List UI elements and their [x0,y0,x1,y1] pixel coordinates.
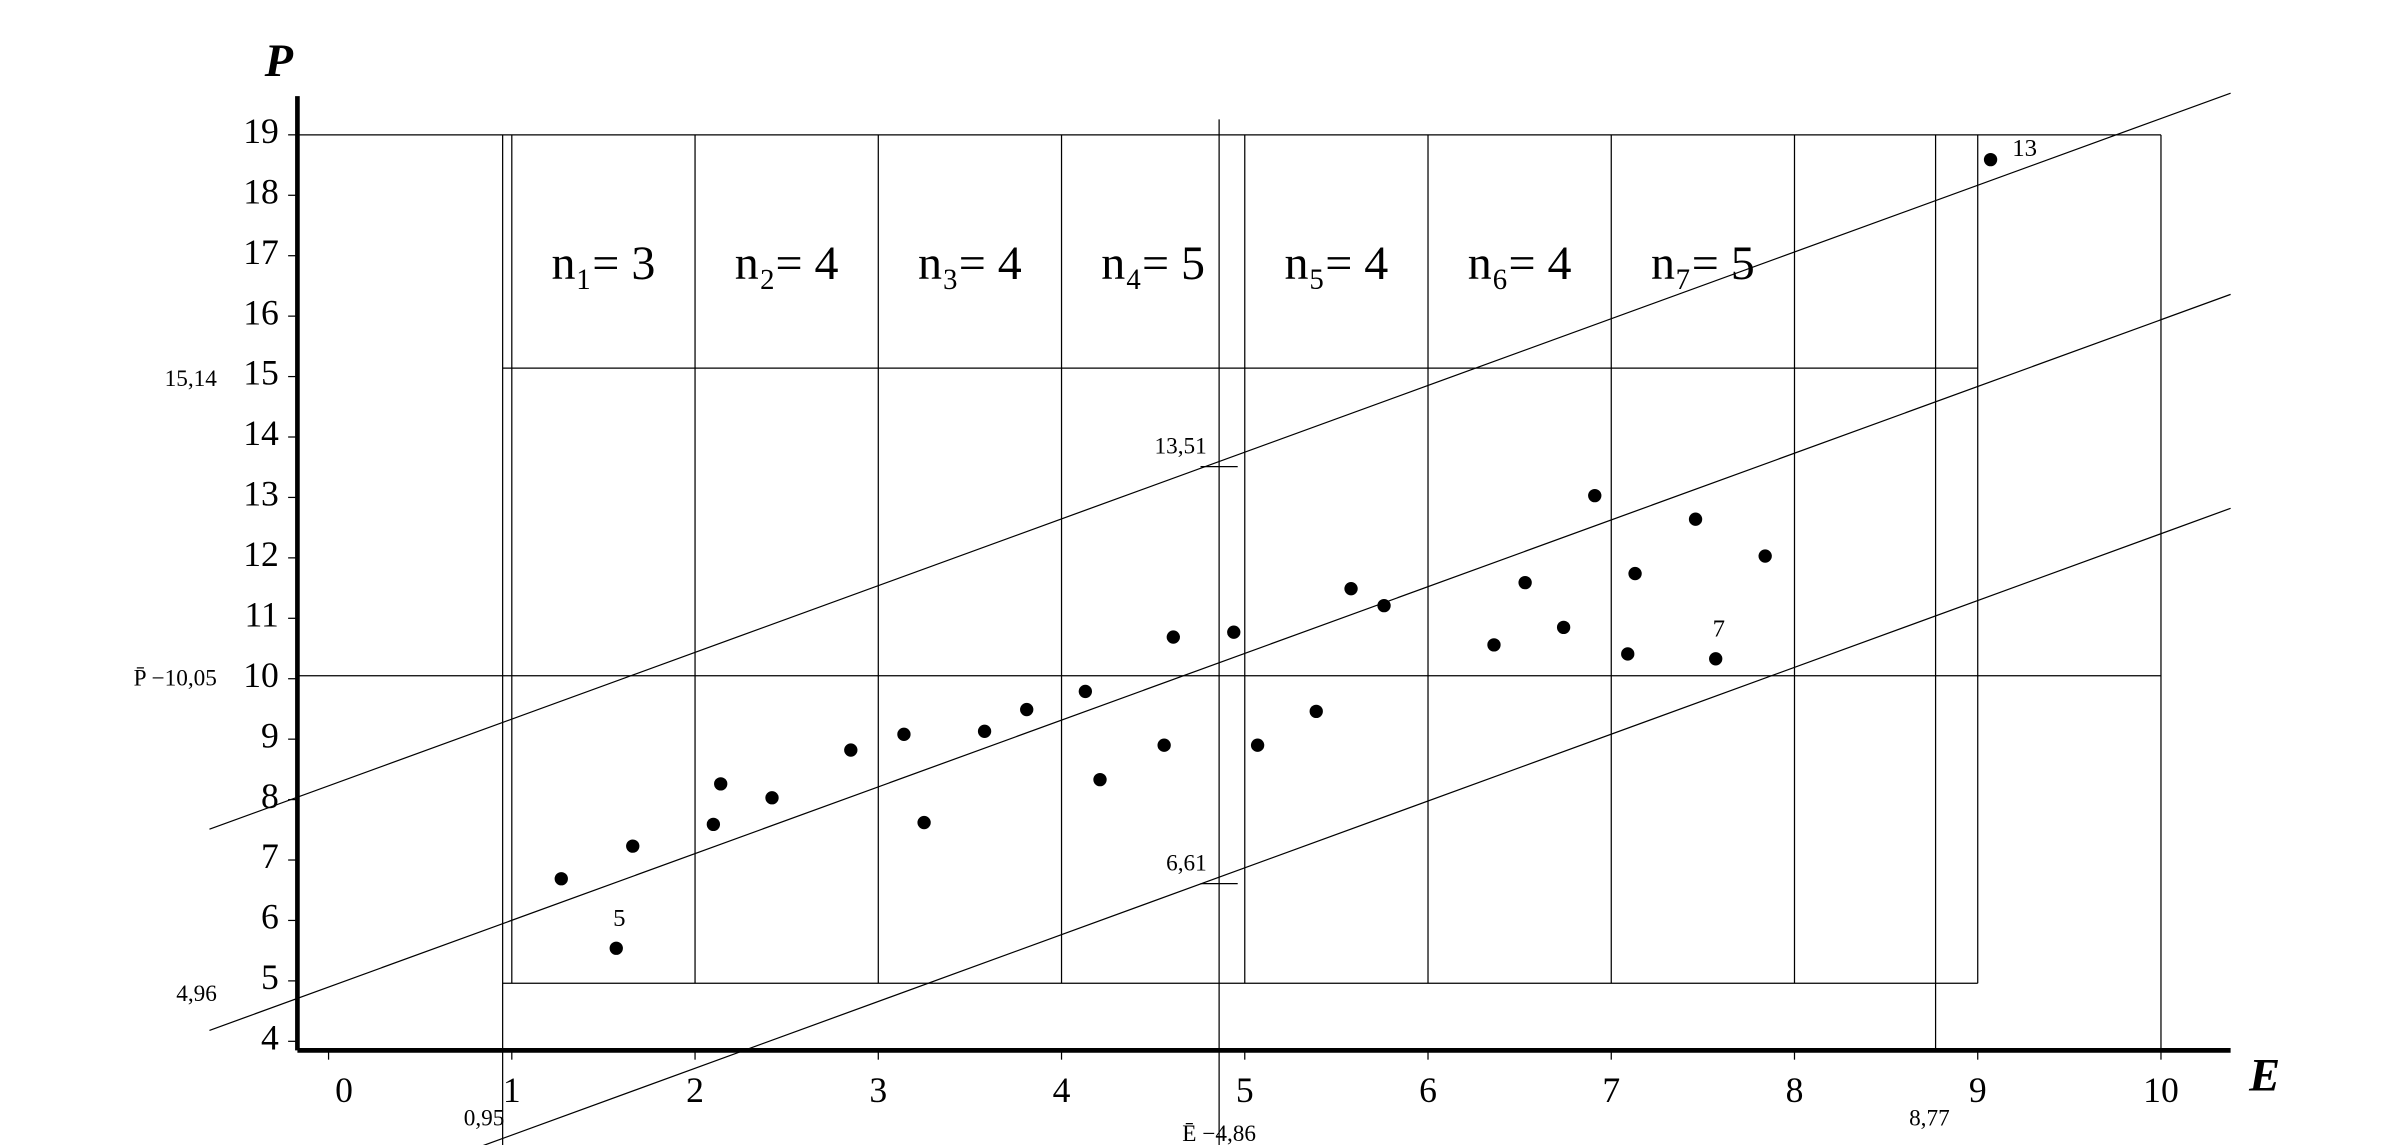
y-axis-label: P [264,36,294,87]
data-point [1628,566,1642,581]
data-point [1709,652,1723,666]
y-tick-label: 11 [245,594,279,634]
y-tick-label: 14 [243,413,279,453]
data-point [1487,638,1501,652]
regression-line [482,507,2231,1145]
y-tick-label: 10 [243,655,279,695]
y-tick-label: 12 [243,534,279,574]
data-point [897,727,911,741]
data-point [1556,620,1571,635]
y-tick-label: 19 [243,111,279,151]
data-point [1518,575,1532,590]
point-label: 13 [2012,135,2037,162]
point-label: 7 [1713,616,1725,643]
x-tick-label: 8 [1786,1070,1804,1110]
reference-label: P̄ −10,05 [134,666,217,692]
data-point [706,817,721,832]
y-tick-label: 9 [261,715,279,755]
data-point [609,941,623,955]
x-tick-label: 0 [335,1070,353,1110]
x-tick-label: 10 [2143,1070,2179,1110]
regression-line [209,92,2231,830]
interval-label: n₃= 4 [918,237,1022,290]
data-point [1078,684,1093,699]
interval-label: n₁= 3 [552,237,656,290]
data-point [1344,582,1358,596]
y-tick-label: 5 [261,957,279,997]
reference-label: Ē −4,86 [1182,1121,1256,1145]
data-point [917,815,931,830]
y-tick-label: 6 [261,897,279,937]
y-tick-label: 15 [243,353,279,393]
reference-label: 8,77 [1909,1105,1950,1131]
data-point [1588,488,1602,503]
regression-line [209,293,2231,1032]
x-tick-label: 7 [1602,1070,1620,1110]
data-point [844,743,858,757]
y-tick-label: 18 [243,171,279,211]
data-point [1309,704,1323,719]
x-tick-label: 4 [1053,1070,1071,1110]
y-tick-label: 13 [243,474,279,514]
data-point [977,724,992,738]
y-tick-label: 4 [261,1017,279,1057]
line-mark-label: 6,61 [1166,850,1207,876]
reference-label: 15,14 [165,366,218,392]
x-tick-label: 9 [1969,1070,1987,1110]
interval-label: n₅= 4 [1284,237,1388,290]
data-point [714,777,728,791]
x-tick-label: 3 [869,1070,887,1110]
reference-label: 4,96 [176,981,217,1007]
x-tick-label: 2 [686,1070,704,1110]
data-point [626,839,640,853]
data-point [1093,772,1107,787]
data-point [1166,630,1180,644]
line-mark-label: 13,51 [1154,433,1206,459]
data-point [1377,598,1391,613]
data-point [1020,702,1034,717]
y-tick-label: 7 [261,836,279,876]
interval-label: n₂= 4 [735,237,839,290]
y-tick-label: 8 [261,776,279,816]
interval-label: n₄= 5 [1101,237,1205,290]
data-point [1157,738,1171,752]
reference-label: 0,95 [464,1105,505,1131]
x-axis-label: E [2248,1050,2280,1101]
data-point [1227,625,1241,639]
interval-label: n₆= 4 [1468,237,1572,290]
x-tick-label: 6 [1419,1070,1437,1110]
data-point [1758,549,1772,563]
x-tick-label: 5 [1236,1070,1254,1110]
interval-label: n₇= 5 [1651,237,1755,290]
y-tick-label: 16 [243,292,279,332]
data-point [554,872,568,886]
data-point [1688,512,1703,526]
y-tick-label: 17 [243,232,279,272]
data-point [1250,738,1265,752]
data-point [1621,647,1635,661]
data-point [765,791,779,805]
data-point [1983,152,1998,167]
point-label: 5 [613,905,625,932]
x-tick-label: 1 [503,1070,521,1110]
